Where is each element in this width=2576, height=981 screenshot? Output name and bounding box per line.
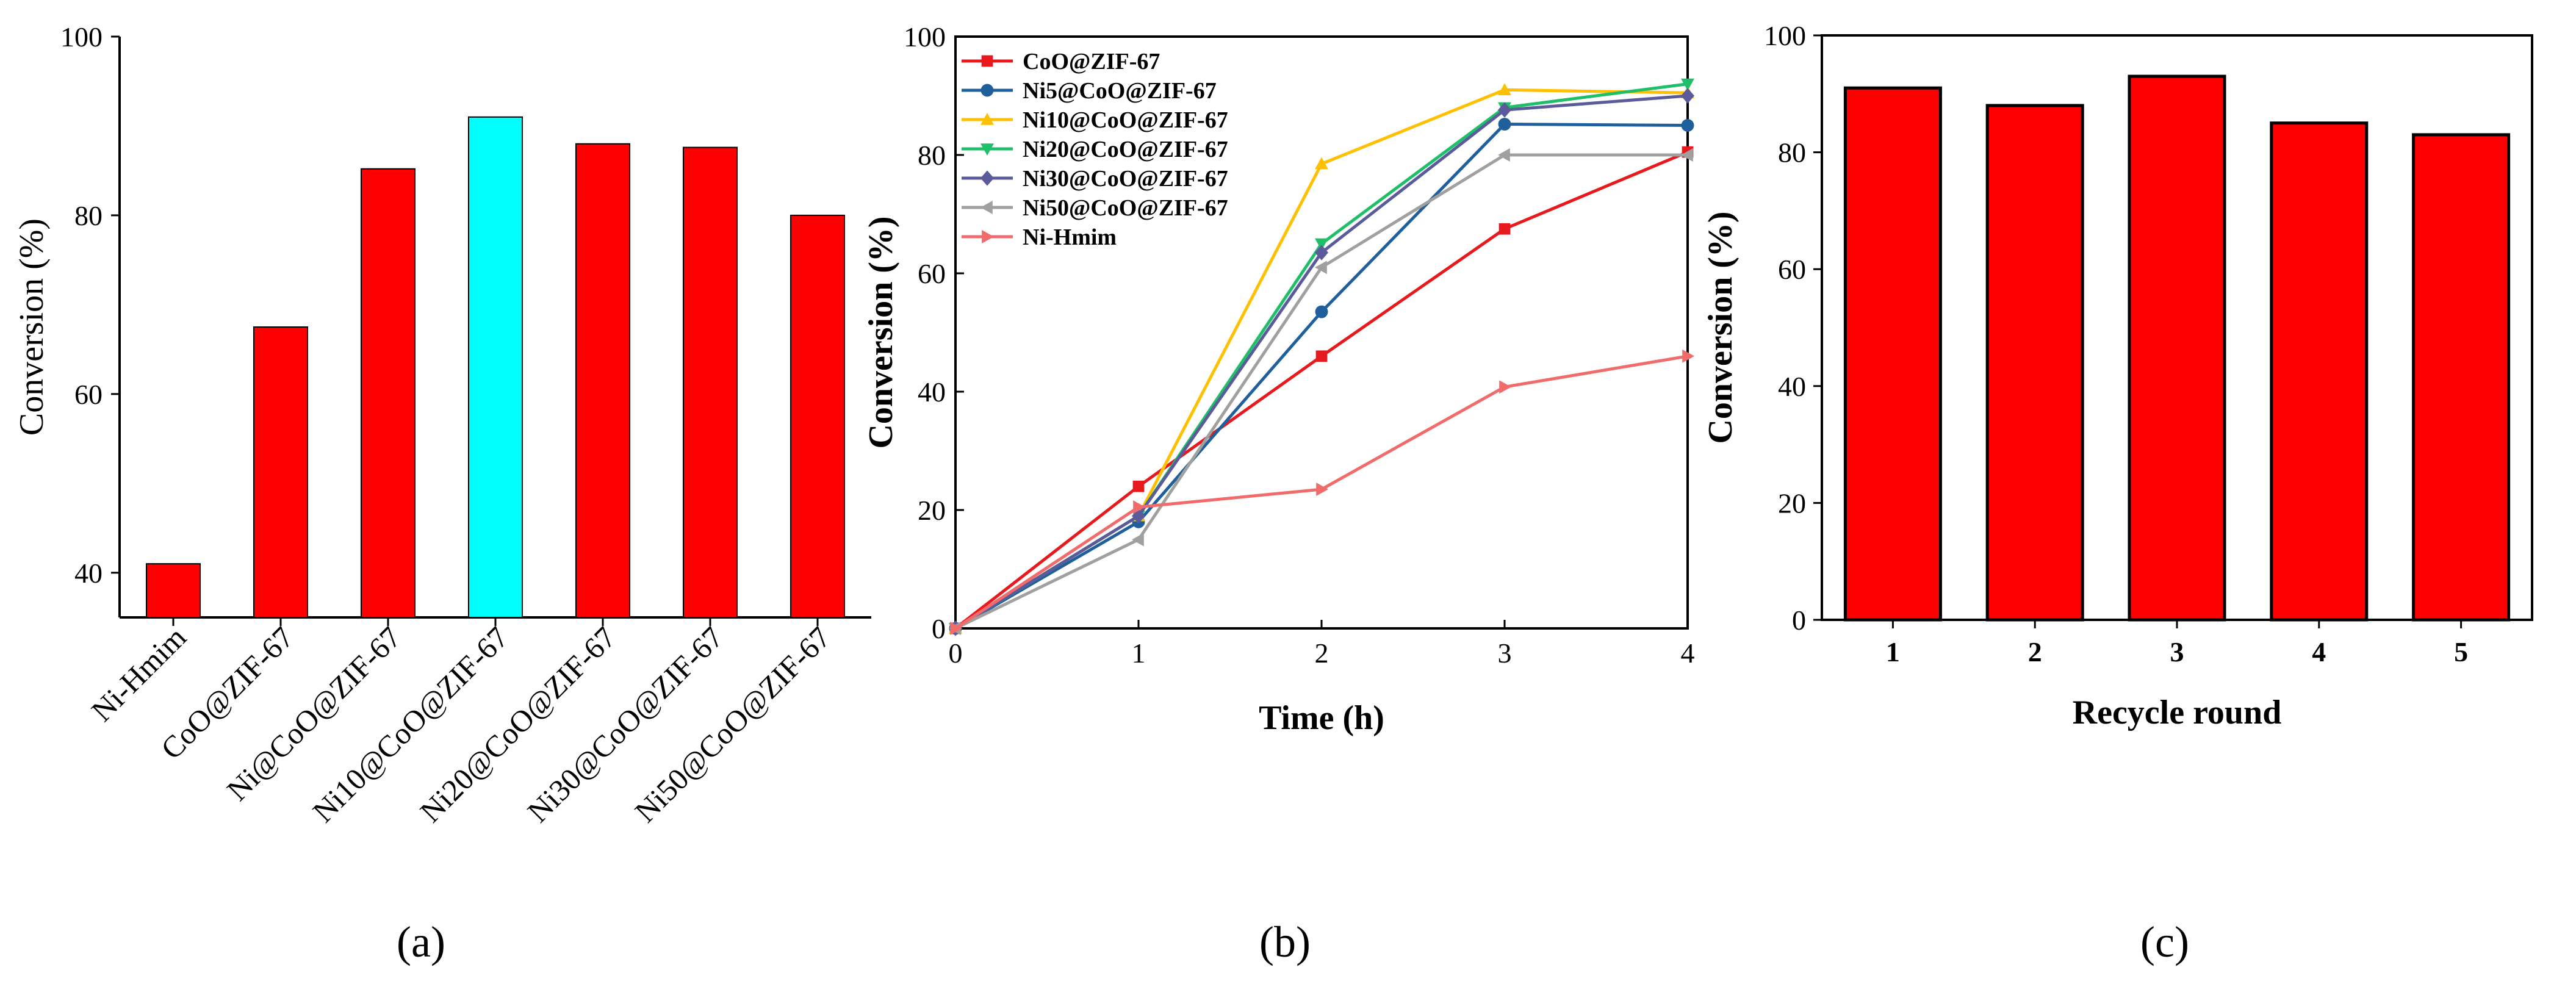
legend-label: CoO@ZIF-67: [1023, 49, 1160, 74]
legend-label: Ni10@CoO@ZIF-67: [1023, 107, 1228, 133]
legend-label: Ni50@CoO@ZIF-67: [1023, 195, 1228, 221]
y-tick-label: 40: [918, 376, 946, 408]
x-tick-label: 1: [1132, 638, 1146, 669]
series-Ni50@CoO@ZIF-67: [949, 148, 1693, 635]
x-tick-label: 3: [2170, 636, 2184, 667]
bar: [361, 168, 416, 619]
panel-label: (a): [397, 918, 445, 966]
data-point: [1682, 349, 1694, 363]
y-tick-label: 60: [1778, 254, 1806, 285]
y-tick-label: 80: [74, 200, 103, 231]
y-axis-title: Conversion (%): [13, 218, 51, 436]
x-axis-title: Time (h): [1259, 699, 1384, 737]
data-point: [1498, 148, 1510, 162]
bar: [2412, 133, 2511, 622]
legend-label: Ni-Hmim: [1023, 225, 1117, 250]
x-tick-label: Ni10@CoO@ZIF-67: [306, 620, 514, 828]
bar: [1985, 104, 2084, 622]
x-tick-label: 5: [2454, 636, 2468, 667]
data-point: [1315, 238, 1328, 251]
x-tick-label: Ni30@CoO@ZIF-67: [520, 620, 729, 828]
data-point: [1498, 102, 1511, 118]
x-tick-label: 4: [2312, 636, 2326, 667]
x-tick-label: 0: [949, 638, 963, 669]
x-tick-label: 1: [1886, 636, 1900, 667]
data-point: [1681, 78, 1694, 91]
x-tick-label: 3: [1498, 638, 1512, 669]
bar: [253, 326, 308, 618]
x-tick-label: 2: [2028, 636, 2042, 667]
y-axis-title: Conversion (%): [1702, 211, 1740, 444]
x-tick-label: Ni50@CoO@ZIF-67: [628, 620, 836, 828]
chart-c: 0 20 40 60 80 100 1 2 3 4 5 Recycle round Conversion…: [1702, 20, 2533, 966]
series-Ni-Hmim: [950, 349, 1694, 635]
data-point: [1133, 500, 1145, 514]
y-tick-label: 60: [918, 258, 946, 289]
panel-label: (b): [1259, 918, 1311, 966]
data-point: [1498, 118, 1511, 131]
y-tick-label: 20: [918, 495, 946, 526]
legend-marker: [980, 113, 994, 125]
chart-a: 406080100Ni-HmimCoO@ZIF-67Ni@CoO@ZIF-67N…: [13, 21, 871, 966]
series-Ni5@CoO@ZIF-67: [949, 118, 1694, 635]
data-point: [1315, 245, 1328, 261]
y-tick-label: 0: [932, 613, 946, 644]
legend-marker: [981, 55, 993, 67]
data-point: [1316, 483, 1328, 497]
data-point: [1681, 119, 1694, 132]
bar: [575, 143, 630, 618]
y-tick-label: 80: [918, 140, 946, 171]
legend-label: Ni20@CoO@ZIF-67: [1023, 137, 1228, 162]
data-point: [1498, 83, 1511, 96]
data-point: [950, 622, 962, 635]
bar: [2270, 121, 2369, 622]
y-tick-label: 100: [1764, 20, 1806, 51]
y-tick-label: 60: [74, 379, 103, 410]
data-point: [1498, 223, 1511, 235]
bar: [146, 563, 201, 618]
x-tick-label: 4: [1681, 638, 1695, 669]
bar: [683, 146, 738, 618]
legend-marker: [982, 230, 994, 243]
y-tick-label: 0: [1792, 605, 1806, 636]
y-tick-label: 100: [904, 21, 946, 52]
y-tick-label: 80: [1778, 137, 1806, 168]
data-point: [1315, 261, 1327, 275]
x-tick-label: Ni-Hmim: [85, 620, 193, 728]
panel-label: (c): [2140, 918, 2189, 966]
x-tick-label: Ni20@CoO@ZIF-67: [413, 620, 622, 828]
legend-marker: [980, 84, 994, 97]
legend-marker: [980, 170, 994, 186]
data-point: [1315, 157, 1328, 170]
legend-marker: [980, 201, 993, 214]
legend-label: Ni5@CoO@ZIF-67: [1023, 78, 1217, 104]
chart-b: 0 20 40 60 80 100 0 1 2 3 4 CoO@ZIF-67 Ni5@CoO@ZIF-6…: [862, 21, 1695, 966]
x-tick-label: 2: [1315, 638, 1329, 669]
legend-label: Ni30@CoO@ZIF-67: [1023, 166, 1228, 192]
data-point: [1499, 380, 1511, 394]
data-point: [1315, 305, 1328, 318]
data-point: [1132, 480, 1145, 492]
y-tick-label: 40: [1778, 371, 1806, 402]
bar: [2128, 74, 2226, 622]
bar: [468, 116, 523, 619]
data-point: [1132, 533, 1144, 547]
data-point: [1315, 350, 1328, 362]
y-tick-label: 40: [74, 558, 103, 589]
bar: [1843, 86, 1942, 622]
x-axis-title: Recycle round: [2073, 694, 2282, 731]
y-tick-label: 20: [1778, 487, 1806, 519]
data-point: [1681, 88, 1694, 104]
data-point: [1681, 148, 1693, 162]
legend-marker: [980, 143, 994, 156]
y-tick-label: 100: [60, 21, 103, 52]
bar: [790, 214, 845, 618]
y-axis-title: Conversion (%): [862, 216, 900, 448]
